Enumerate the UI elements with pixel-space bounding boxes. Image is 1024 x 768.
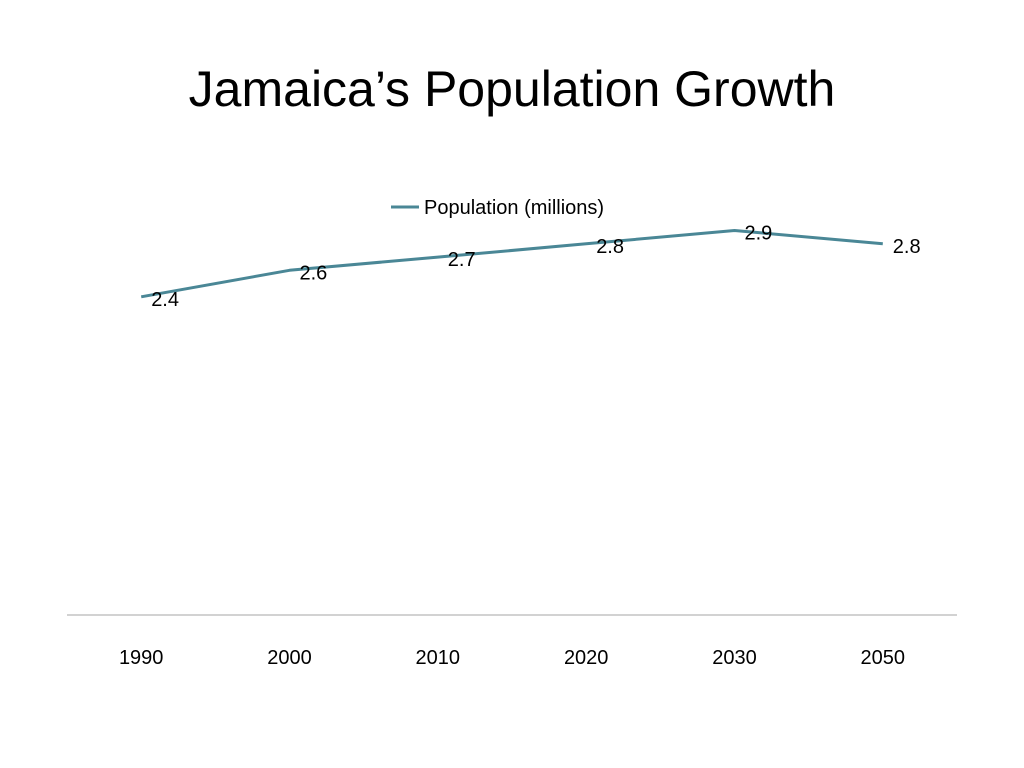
data-label: 2.7 [448, 249, 476, 271]
x-tick-label: 2000 [267, 647, 312, 669]
data-label: 2.8 [596, 236, 624, 258]
chart-legend: Population (millions) [391, 197, 604, 219]
x-tick-label: 2030 [712, 647, 757, 669]
x-tick-labels: 1990 2000 2010 2020 2030 2050 [119, 647, 905, 669]
x-tick-label: 1990 [119, 647, 164, 669]
data-label: 2.8 [893, 236, 921, 258]
x-tick-label: 2010 [416, 647, 461, 669]
x-tick-label: 2050 [861, 647, 906, 669]
data-label: 2.6 [300, 262, 328, 284]
data-labels: 2.4 2.6 2.7 2.8 2.9 2.8 [151, 223, 920, 311]
slide-title: Jamaica’s Population Growth [188, 61, 836, 117]
data-label: 2.4 [151, 289, 179, 311]
legend-label: Population (millions) [424, 197, 604, 219]
series-group [140, 229, 883, 299]
series-line-population [140, 229, 883, 299]
data-label: 2.9 [745, 223, 773, 245]
x-tick-label: 2020 [564, 647, 609, 669]
